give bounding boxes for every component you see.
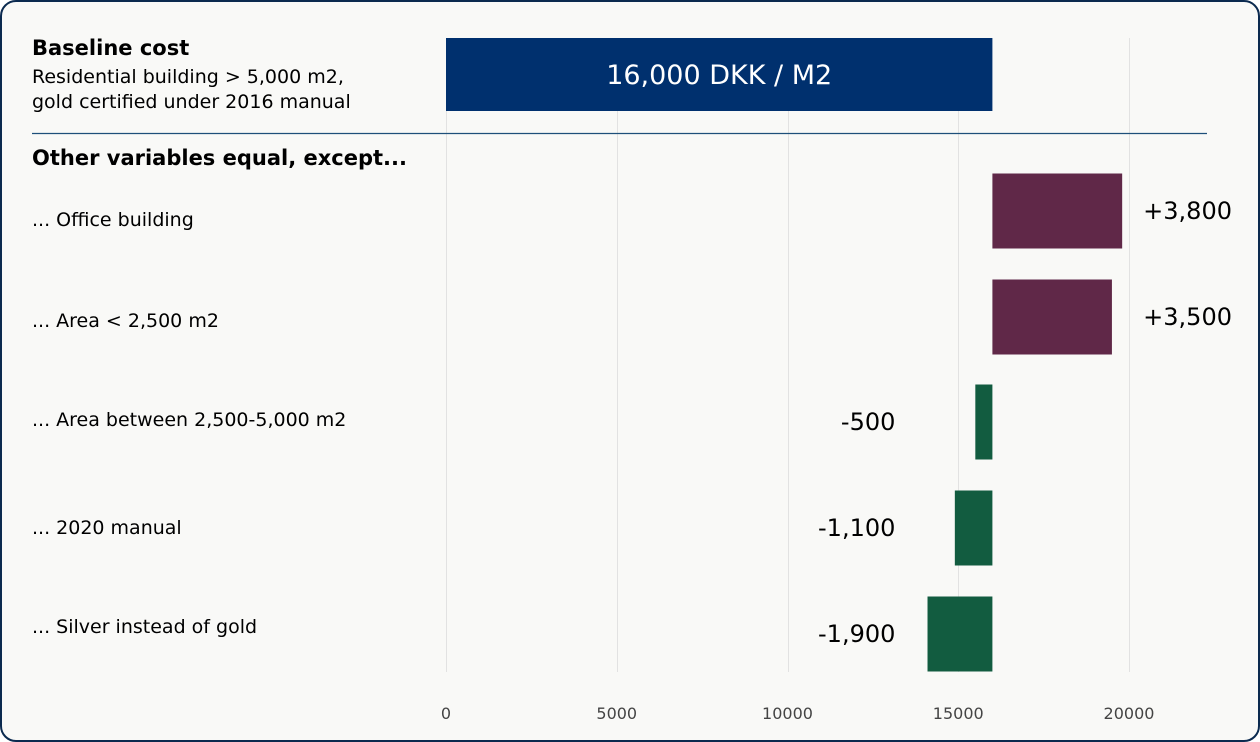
bars: [446, 38, 1123, 672]
labels: Baseline cost Residential building > 5,0…: [32, 36, 1232, 648]
delta-bar-3: [954, 490, 993, 566]
row-label-3: ... 2020 manual: [32, 517, 182, 539]
baseline-bar: [446, 38, 993, 111]
x-tick-label-4: 20000: [1104, 704, 1155, 723]
value-label-2: -500: [841, 408, 895, 436]
delta-bar-4: [927, 596, 993, 672]
baseline-subtitle-line-2: gold certified under 2016 manual: [32, 91, 351, 113]
x-tick-label-3: 15000: [933, 704, 984, 723]
delta-bar-0: [992, 173, 1123, 249]
x-tick-label-1: 5000: [596, 704, 637, 723]
value-label-1: +3,500: [1143, 303, 1232, 331]
x-tick-label-2: 10000: [762, 704, 813, 723]
row-label-0: ... Office building: [32, 209, 194, 231]
row-label-2: ... Area between 2,500-5,000 m2: [32, 409, 346, 431]
value-label-0: +3,800: [1143, 197, 1232, 225]
x-tick-label-0: 0: [441, 704, 451, 723]
value-label-4: -1,900: [818, 620, 895, 648]
section-title: Other variables equal, except...: [32, 146, 407, 170]
row-label-4: ... Silver instead of gold: [32, 616, 257, 638]
baseline-title: Baseline cost: [32, 36, 189, 60]
baseline-subtitle-line-1: Residential building > 5,000 m2,: [32, 66, 344, 88]
row-label-1: ... Area < 2,500 m2: [32, 310, 219, 332]
gridlines: [446, 38, 1130, 672]
delta-bar-2: [975, 384, 993, 460]
x-axis-ticks: 0 5000 10000 15000 20000: [441, 704, 1155, 723]
value-label-3: -1,100: [818, 514, 895, 542]
baseline-bar-label: 16,000 DKK / M2: [606, 60, 832, 91]
delta-bar-1: [992, 279, 1112, 355]
